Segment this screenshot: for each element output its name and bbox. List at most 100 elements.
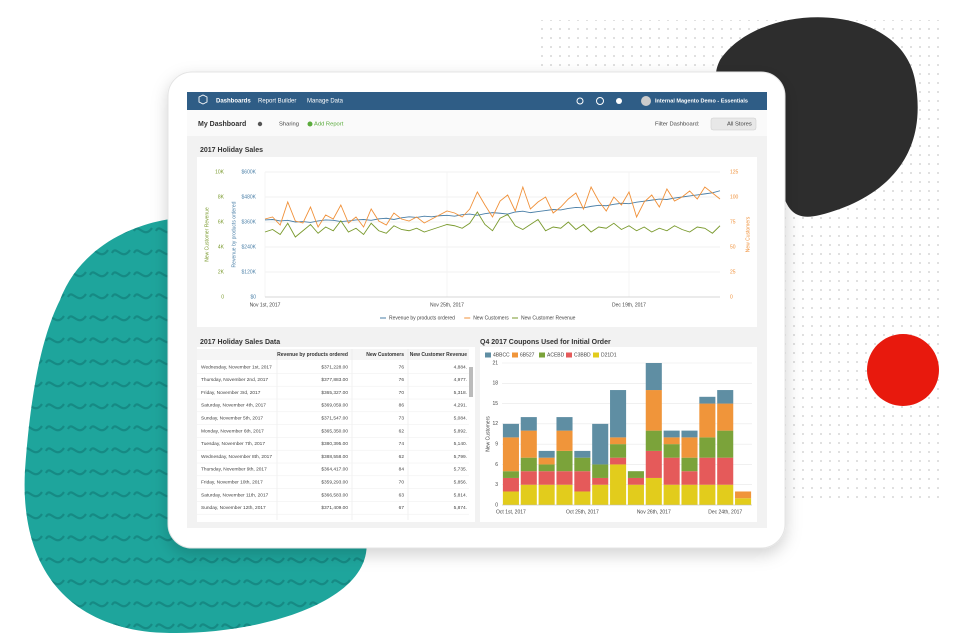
- bar-segment: [699, 484, 716, 505]
- bar-segment: [538, 484, 555, 505]
- line-panel: [197, 157, 757, 327]
- table-header: [197, 349, 469, 360]
- legend-label: ACEBD: [547, 352, 565, 358]
- table-cell: 62: [399, 428, 405, 434]
- table-cell: Wednesday, November 1st, 2017: [201, 364, 272, 370]
- nav-item[interactable]: Report Builder: [258, 99, 296, 105]
- bar-segment: [663, 457, 680, 485]
- y-tick-label: 0: [495, 502, 498, 508]
- table-cell: $365,350.00: [321, 428, 348, 434]
- y-tick-label: 8K: [218, 194, 225, 200]
- bar-segment: [717, 390, 734, 404]
- axis-title: Revenue by products ordered: [231, 201, 237, 267]
- y-tick-label: 100: [730, 194, 739, 200]
- table-cell: 5,856.: [454, 479, 467, 485]
- legend-label: 4BBCC: [493, 352, 510, 358]
- y-tick-label: $120K: [242, 269, 257, 275]
- y-tick-label: 0: [221, 294, 224, 300]
- nav-item[interactable]: Manage Data: [307, 99, 344, 105]
- settings-icon[interactable]: [257, 121, 263, 127]
- y-tick-label: 75: [730, 219, 736, 225]
- table-cell: Sunday, November 12th, 2017: [201, 505, 266, 511]
- axis-title: New Customers: [485, 416, 491, 452]
- bell-icon[interactable]: [616, 98, 622, 104]
- black-blob: [715, 17, 918, 217]
- red-circle: [867, 334, 939, 406]
- line-series: [264, 185, 721, 229]
- column-header: Revenue by products ordered: [277, 352, 348, 358]
- table-cell: 5,874.: [454, 505, 467, 511]
- filter-label: Filter Dashboard:: [655, 122, 700, 128]
- x-tick-label: Dec 19th, 2017: [612, 302, 646, 308]
- column-header: New Customer Revenue: [410, 352, 467, 358]
- legend-label: 6B527: [520, 352, 535, 358]
- account-name[interactable]: Internal Magento Demo - Essentials: [655, 98, 748, 104]
- nav-item[interactable]: Dashboards: [216, 99, 251, 105]
- bar-segment: [681, 471, 698, 485]
- legend-swatch: [593, 352, 599, 358]
- y-tick-label: 18: [492, 381, 498, 387]
- y-tick-label: $480K: [242, 194, 257, 200]
- table-cell: 62: [399, 454, 405, 460]
- table-cell: $371,547.00: [321, 415, 348, 421]
- legend-swatch: [512, 352, 518, 358]
- bar-segment: [627, 471, 644, 478]
- bar-segment: [592, 464, 609, 478]
- bar-segment: [592, 477, 609, 485]
- stores-label[interactable]: All Stores: [727, 122, 752, 128]
- y-tick-label: $0: [250, 294, 256, 300]
- sharing-button[interactable]: Sharing: [279, 122, 299, 128]
- bar-segment: [556, 471, 573, 485]
- column-header: New Customers: [366, 352, 404, 358]
- table-cell: 73: [399, 415, 405, 421]
- y-tick-label: 4K: [218, 244, 225, 250]
- table-cell: Friday, November 3rd, 2017: [201, 390, 261, 396]
- table-cell: Friday, November 10th, 2017: [201, 479, 263, 485]
- table-cell: $377,883.00: [321, 377, 348, 383]
- table-cell: $364,417.00: [321, 467, 348, 473]
- line-series: [264, 211, 721, 238]
- bar-segment: [699, 403, 716, 438]
- legend-label: Revenue by products ordered: [389, 315, 455, 321]
- legend-label: C3BBD: [574, 352, 591, 358]
- y-tick-label: 3: [495, 482, 498, 488]
- scrollbar[interactable]: [469, 367, 473, 397]
- add-report-button[interactable]: Add Report: [314, 122, 344, 128]
- bar-segment: [592, 423, 609, 465]
- x-tick-label: Dec 24th, 2017: [708, 509, 742, 515]
- table-cell: $371,409.00: [321, 505, 348, 511]
- avatar[interactable]: [641, 96, 651, 106]
- bar-segment: [538, 464, 555, 472]
- y-tick-label: 6: [495, 462, 498, 468]
- table-cell: $369,059.00: [321, 403, 348, 409]
- y-tick-label: 6K: [218, 219, 225, 225]
- table-cell: Thursday, November 9th, 2017: [201, 467, 267, 473]
- table-cell: $366,583.00: [321, 492, 348, 498]
- bar-segment: [538, 450, 555, 458]
- y-tick-label: 9: [495, 441, 498, 447]
- bar-segment: [627, 477, 644, 485]
- bar-segment: [520, 471, 537, 485]
- bar-segment: [556, 450, 573, 472]
- table-cell: 76: [399, 364, 405, 370]
- bar-segment: [645, 477, 662, 505]
- help-icon[interactable]: [596, 97, 604, 105]
- add-icon: [307, 121, 313, 127]
- table-cell: 4,977.: [454, 377, 467, 383]
- bar-segment: [502, 491, 519, 505]
- navbar: [187, 92, 767, 110]
- y-tick-label: 25: [730, 269, 736, 275]
- table-cell: Wednesday, November 8th, 2017: [201, 454, 272, 460]
- bar-segment: [663, 484, 680, 505]
- stores-button[interactable]: [710, 117, 757, 131]
- table-cell: Monday, November 6th, 2017: [201, 428, 264, 434]
- bar-segment: [574, 491, 591, 505]
- dashboard-name[interactable]: My Dashboard: [198, 121, 246, 128]
- panel-title: 2017 Holiday Sales Data: [200, 339, 280, 346]
- y-tick-label: $240K: [242, 244, 257, 250]
- bar-segment: [717, 403, 734, 431]
- bar-segment: [610, 464, 627, 505]
- search-icon[interactable]: [576, 97, 584, 105]
- y-tick-label: 50: [730, 244, 736, 250]
